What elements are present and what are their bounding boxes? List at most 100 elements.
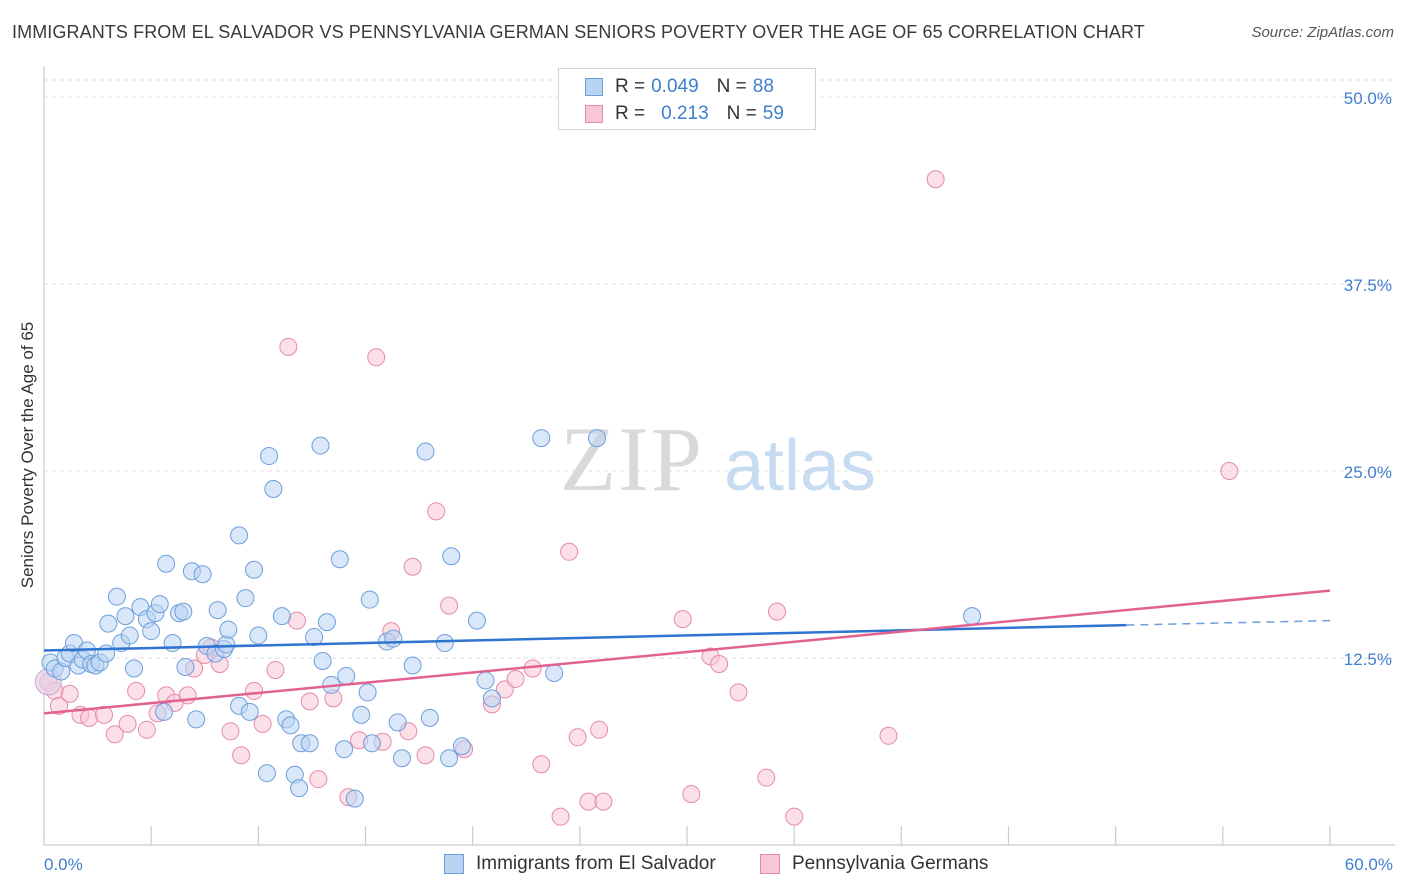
- data-point-el-salvador: [257, 764, 276, 783]
- data-point-pennsylvania-germans: [50, 696, 69, 715]
- data-point-el-salvador: [416, 442, 435, 461]
- data-point-pennsylvania-germans: [673, 610, 692, 629]
- data-point-el-salvador: [963, 607, 982, 626]
- data-point-el-salvador: [435, 634, 454, 653]
- legend-swatch-blue: [585, 78, 603, 96]
- data-point-pennsylvania-germans: [416, 746, 435, 765]
- y-tick-label: 12.5%: [1344, 650, 1392, 669]
- data-point-el-salvador: [442, 547, 461, 566]
- data-point-pennsylvania-germans: [757, 768, 776, 787]
- data-point-pennsylvania-germans: [105, 725, 124, 744]
- data-point-pennsylvania-germans: [590, 720, 609, 739]
- data-point-el-salvador: [337, 666, 356, 685]
- data-point-pennsylvania-germans: [279, 337, 298, 356]
- data-point-el-salvador: [176, 657, 195, 676]
- bottom-legend-swatch-blue: [444, 854, 464, 874]
- data-point-pennsylvania-germans: [403, 557, 422, 576]
- data-point-pennsylvania-germans: [137, 720, 156, 739]
- data-point-el-salvador: [187, 710, 206, 729]
- data-point-pennsylvania-germans: [1220, 462, 1239, 480]
- bottom-legend-series2: Pennsylvania Germans: [760, 852, 988, 876]
- legend-swatch-pink: [585, 105, 603, 123]
- data-point-pennsylvania-germans: [60, 684, 79, 703]
- data-point-el-salvador: [452, 737, 471, 756]
- data-point-el-salvador: [157, 554, 176, 573]
- data-point-el-salvador: [230, 526, 249, 545]
- legend-n-value: 59: [762, 103, 784, 124]
- legend-row-series1: R = 0.049 N = 88: [585, 75, 774, 99]
- legend-box: R = 0.049 N = 88 R = 0.213 N = 59: [558, 68, 816, 130]
- data-point-el-salvador: [476, 671, 495, 690]
- watermark-atlas: atlas: [724, 426, 876, 506]
- data-point-el-salvador: [545, 663, 564, 682]
- data-point-pennsylvania-germans: [80, 708, 99, 727]
- data-point-el-salvador: [116, 607, 135, 626]
- data-point-pennsylvania-germans: [427, 502, 446, 521]
- legend-n-label: N =: [716, 76, 747, 97]
- data-point-el-salvador: [97, 644, 116, 663]
- data-point-pennsylvania-germans: [127, 681, 146, 700]
- data-point-pennsylvania-germans: [221, 722, 240, 741]
- data-point-pennsylvania-germans: [682, 785, 701, 804]
- data-point-el-salvador: [240, 702, 259, 721]
- data-point-pennsylvania-germans: [118, 714, 137, 733]
- legend-n-value: 88: [752, 76, 774, 97]
- data-point-el-salvador: [245, 560, 264, 579]
- data-point-pennsylvania-germans: [926, 170, 945, 189]
- data-point-el-salvador: [587, 429, 606, 448]
- legend-row-series2: R = 0.213 N = 59: [585, 102, 784, 126]
- data-point-el-salvador: [300, 734, 319, 753]
- legend-r-value: 0.049: [651, 76, 699, 97]
- y-tick-label: 25.0%: [1344, 463, 1392, 482]
- data-point-el-salvador: [219, 620, 238, 639]
- trend-line-el-salvador: [43, 623, 1127, 652]
- data-point-pennsylvania-germans: [785, 807, 804, 826]
- data-point-el-salvador: [163, 634, 182, 653]
- bottom-legend-label-series2: Pennsylvania Germans: [792, 853, 989, 874]
- data-point-el-salvador: [208, 601, 227, 620]
- data-point-el-salvador: [403, 656, 422, 675]
- data-point-el-salvador: [99, 614, 118, 633]
- chart-title: IMMIGRANTS FROM EL SALVADOR VS PENNSYLVA…: [12, 22, 1145, 42]
- data-point-pennsylvania-germans: [579, 792, 598, 811]
- data-point-el-salvador: [264, 479, 283, 498]
- data-point-pennsylvania-germans: [440, 596, 459, 615]
- data-point-pennsylvania-germans: [532, 755, 551, 774]
- data-point-pennsylvania-germans: [266, 660, 285, 679]
- data-point-pennsylvania-germans: [594, 792, 613, 811]
- data-point-el-salvador: [125, 659, 144, 678]
- data-point-el-salvador: [260, 447, 279, 466]
- data-point-pennsylvania-germans: [367, 348, 386, 367]
- data-point-el-salvador: [532, 429, 551, 448]
- data-point-el-salvador: [384, 629, 403, 648]
- data-point-el-salvador: [388, 713, 407, 732]
- y-tick-label: 50.0%: [1344, 89, 1392, 108]
- data-point-pennsylvania-germans: [245, 681, 264, 700]
- data-point-el-salvador: [467, 611, 486, 630]
- data-point-el-salvador: [352, 705, 371, 724]
- data-point-pennsylvania-germans: [879, 726, 898, 745]
- data-point-el-salvador: [150, 595, 169, 614]
- data-point-el-salvador: [290, 779, 309, 798]
- data-point-pennsylvania-germans: [300, 692, 319, 711]
- data-point-el-salvador: [392, 749, 411, 768]
- data-point-el-salvador: [249, 626, 268, 645]
- data-point-el-salvador: [482, 689, 501, 708]
- data-point-el-salvador: [120, 626, 139, 645]
- data-point-el-salvador: [142, 622, 161, 641]
- y-tick-label: 37.5%: [1344, 276, 1392, 295]
- watermark-zip: ZIP: [560, 408, 704, 510]
- data-point-pennsylvania-germans: [287, 611, 306, 630]
- data-point-el-salvador: [362, 734, 381, 753]
- data-point-el-salvador: [217, 635, 236, 654]
- data-point-el-salvador: [155, 702, 174, 721]
- data-point-el-salvador: [236, 589, 255, 608]
- data-point-el-salvador: [317, 613, 336, 632]
- data-point-pennsylvania-germans: [253, 714, 272, 733]
- data-point-el-salvador: [311, 436, 330, 455]
- y-axis-title: Seniors Poverty Over the Age of 65: [18, 321, 37, 589]
- data-point-pennsylvania-germans: [710, 654, 729, 673]
- x-tick-label: 0.0%: [44, 855, 83, 874]
- trend-line-el-salvador-extension: [1126, 619, 1331, 626]
